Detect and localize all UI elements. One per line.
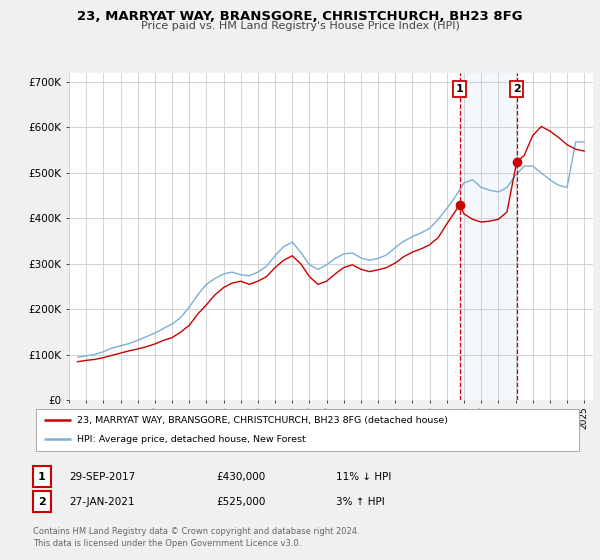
Text: Price paid vs. HM Land Registry's House Price Index (HPI): Price paid vs. HM Land Registry's House …	[140, 21, 460, 31]
Text: 3% ↑ HPI: 3% ↑ HPI	[336, 497, 385, 507]
Text: 1: 1	[456, 84, 464, 94]
Text: 2: 2	[513, 84, 521, 94]
Text: 1: 1	[38, 472, 46, 482]
Text: This data is licensed under the Open Government Licence v3.0.: This data is licensed under the Open Gov…	[33, 539, 301, 548]
Text: £525,000: £525,000	[216, 497, 265, 507]
Text: £430,000: £430,000	[216, 472, 265, 482]
Text: 2: 2	[38, 497, 46, 507]
Text: 27-JAN-2021: 27-JAN-2021	[69, 497, 134, 507]
Text: HPI: Average price, detached house, New Forest: HPI: Average price, detached house, New …	[77, 435, 305, 444]
Text: 23, MARRYAT WAY, BRANSGORE, CHRISTCHURCH, BH23 8FG (detached house): 23, MARRYAT WAY, BRANSGORE, CHRISTCHURCH…	[77, 416, 448, 424]
Text: 23, MARRYAT WAY, BRANSGORE, CHRISTCHURCH, BH23 8FG: 23, MARRYAT WAY, BRANSGORE, CHRISTCHURCH…	[77, 10, 523, 23]
Text: 11% ↓ HPI: 11% ↓ HPI	[336, 472, 391, 482]
Bar	[460, 73, 517, 400]
Text: 29-SEP-2017: 29-SEP-2017	[69, 472, 135, 482]
Text: Contains HM Land Registry data © Crown copyright and database right 2024.: Contains HM Land Registry data © Crown c…	[33, 527, 359, 536]
